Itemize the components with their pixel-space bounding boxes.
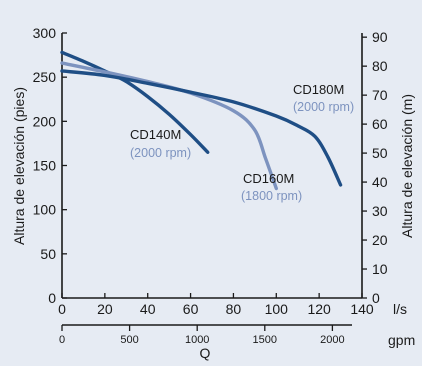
series-line-cd160m (60, 61, 278, 191)
series-label-cd140m: CD140M (130, 127, 181, 142)
y2-tick-label: 0 (372, 290, 380, 306)
x-axis-unit-primary: l/s (393, 301, 407, 317)
series-label-cd160m: CD160M (243, 171, 294, 186)
y2-tick-label: 50 (372, 145, 388, 161)
y2-tick-label: 40 (372, 174, 388, 190)
y2-tick-label: 10 (372, 261, 388, 277)
x-tick-label: 0 (58, 301, 66, 317)
y2-tick-label: 60 (372, 116, 388, 132)
x2-tick-label: 1500 (253, 334, 277, 346)
y2-tick-label: 80 (372, 58, 388, 74)
series-sublabel-cd160m: (1800 rpm) (241, 189, 302, 203)
y2-tick-label: 30 (372, 203, 388, 219)
x2-tick-label: 500 (120, 334, 138, 346)
x-tick-label: 60 (183, 301, 199, 317)
x2-tick-label: 2000 (320, 334, 344, 346)
y-tick-label: 300 (33, 25, 57, 41)
x-tick-label: 40 (140, 301, 156, 317)
x-tick-label: 120 (307, 301, 331, 317)
x-tick-label: 140 (350, 301, 374, 317)
chart-series (60, 50, 343, 191)
x-tick-label: 80 (226, 301, 242, 317)
x2-tick-label: 1000 (185, 334, 209, 346)
y-tick-label: 50 (40, 246, 56, 262)
series-sublabel-cd140m: (2000 rpm) (130, 146, 191, 160)
y-tick-label: 150 (33, 158, 57, 174)
series-line-cd180m (60, 69, 343, 187)
y2-tick-label: 90 (372, 29, 388, 45)
series-line-cd140m (60, 50, 210, 154)
x-tick-label: 20 (97, 301, 113, 317)
series-label-cd180m: CD180M (293, 82, 344, 97)
y2-tick-label: 20 (372, 232, 388, 248)
y-tick-label: 250 (33, 69, 57, 85)
series-sublabel-cd180m: (2000 rpm) (293, 100, 354, 114)
right-y-axis-title: Altura de elevación (m) (399, 94, 415, 238)
y2-tick-label: 70 (372, 87, 388, 103)
x-axis-title: Q (200, 345, 211, 361)
x2-tick-label: 0 (59, 334, 65, 346)
left-y-axis-title: Altura de elevación (pies) (11, 87, 27, 245)
y-tick-label: 200 (33, 113, 57, 129)
y-tick-label: 100 (33, 202, 57, 218)
x-axis-unit-secondary: gpm (388, 332, 415, 348)
x-tick-label: 100 (265, 301, 289, 317)
y-tick-label: 0 (48, 290, 56, 306)
